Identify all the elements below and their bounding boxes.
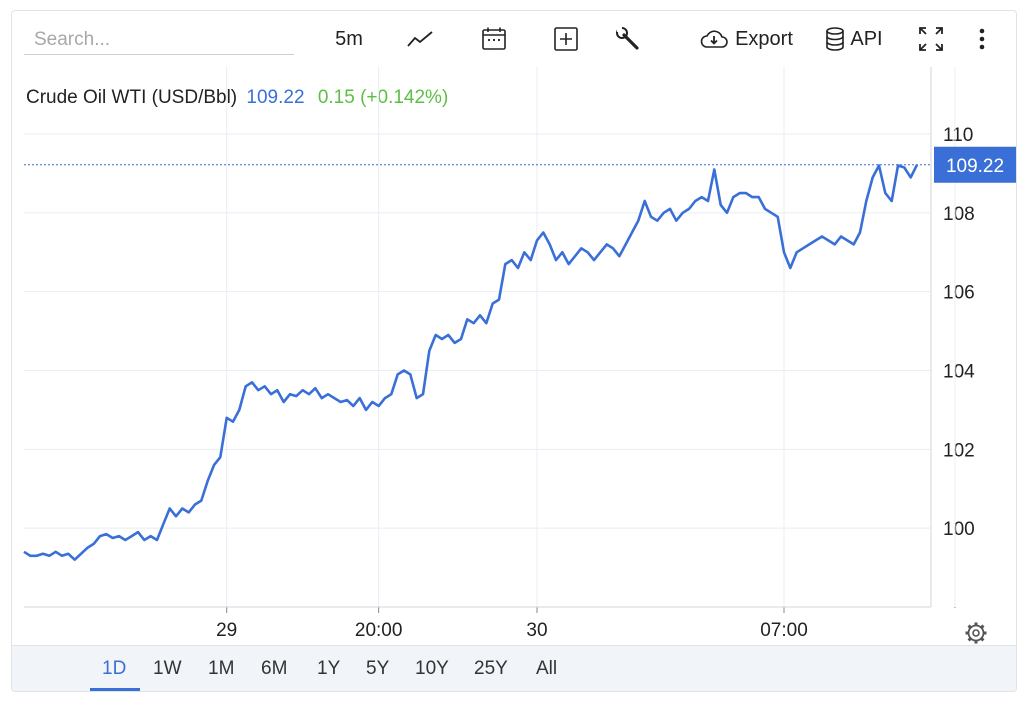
x-tick-label: 20:00 [355,620,403,641]
chart-widget: 5m [11,10,1017,692]
wrench-icon [615,26,641,52]
more-options-button[interactable] [970,23,994,55]
x-tick-label: 07:00 [760,620,808,641]
price-series-line [23,164,919,562]
export-button[interactable]: Export [696,23,796,55]
y-tick-label: 110 [943,125,973,146]
fullscreen-button[interactable] [916,23,946,55]
date-range-button[interactable] [478,23,510,55]
chart-legend: Crude Oil WTI (USD/Bbl) 109.22 0.15 (+0.… [26,87,448,109]
search-input[interactable] [24,25,294,55]
range-option-25y[interactable]: 25Y [474,658,508,679]
chart-type-button[interactable] [402,23,438,55]
range-option-all[interactable]: All [536,658,558,679]
api-label: API [850,27,883,50]
interval-button[interactable]: 5m [328,23,370,55]
price-chart[interactable]: 1001021041061081102920:003007:0011:00109… [12,67,1017,645]
range-option-1m[interactable]: 1M [208,658,235,679]
x-tick-label: 30 [526,620,547,641]
range-selector: 1D 1W 1M 6M 1Y 5Y 10Y 25Y All [12,645,1016,691]
instrument-name: Crude Oil WTI (USD/Bbl) [26,87,238,108]
x-tick-label: 29 [216,620,237,641]
range-option-10y[interactable]: 10Y [415,658,449,679]
last-price-tag [934,146,1016,183]
api-button[interactable]: API [822,23,886,55]
y-tick-label: 104 [943,362,975,383]
y-tick-label: 102 [943,440,975,461]
last-price-tag-label: 109.22 [946,156,1004,177]
add-indicator-button[interactable] [550,23,582,55]
fullscreen-icon [918,26,944,52]
range-option-6m[interactable]: 6M [261,658,288,679]
price-change: 0.15 (+0.142%) [317,87,449,108]
export-label: Export [735,27,793,50]
active-range-underline [90,688,140,691]
line-chart-icon [406,29,434,49]
last-price: 109.22 [246,87,305,108]
range-option-1y[interactable]: 1Y [317,658,341,679]
gear-icon[interactable] [965,622,987,644]
y-tick-label: 100 [943,519,975,540]
range-option-1d[interactable]: 1D [102,658,127,679]
chart-toolbar: 5m [12,11,1016,67]
database-icon [825,27,845,51]
add-plus-icon [553,26,579,52]
more-vertical-icon [978,27,986,51]
y-tick-label: 108 [943,204,975,225]
cloud-download-icon [699,28,729,50]
y-tick-label: 106 [943,283,975,304]
range-option-1w[interactable]: 1W [153,658,182,679]
settings-tools-button[interactable] [612,23,644,55]
interval-label: 5m [335,27,363,50]
calendar-icon [481,26,507,52]
range-option-5y[interactable]: 5Y [366,658,390,679]
